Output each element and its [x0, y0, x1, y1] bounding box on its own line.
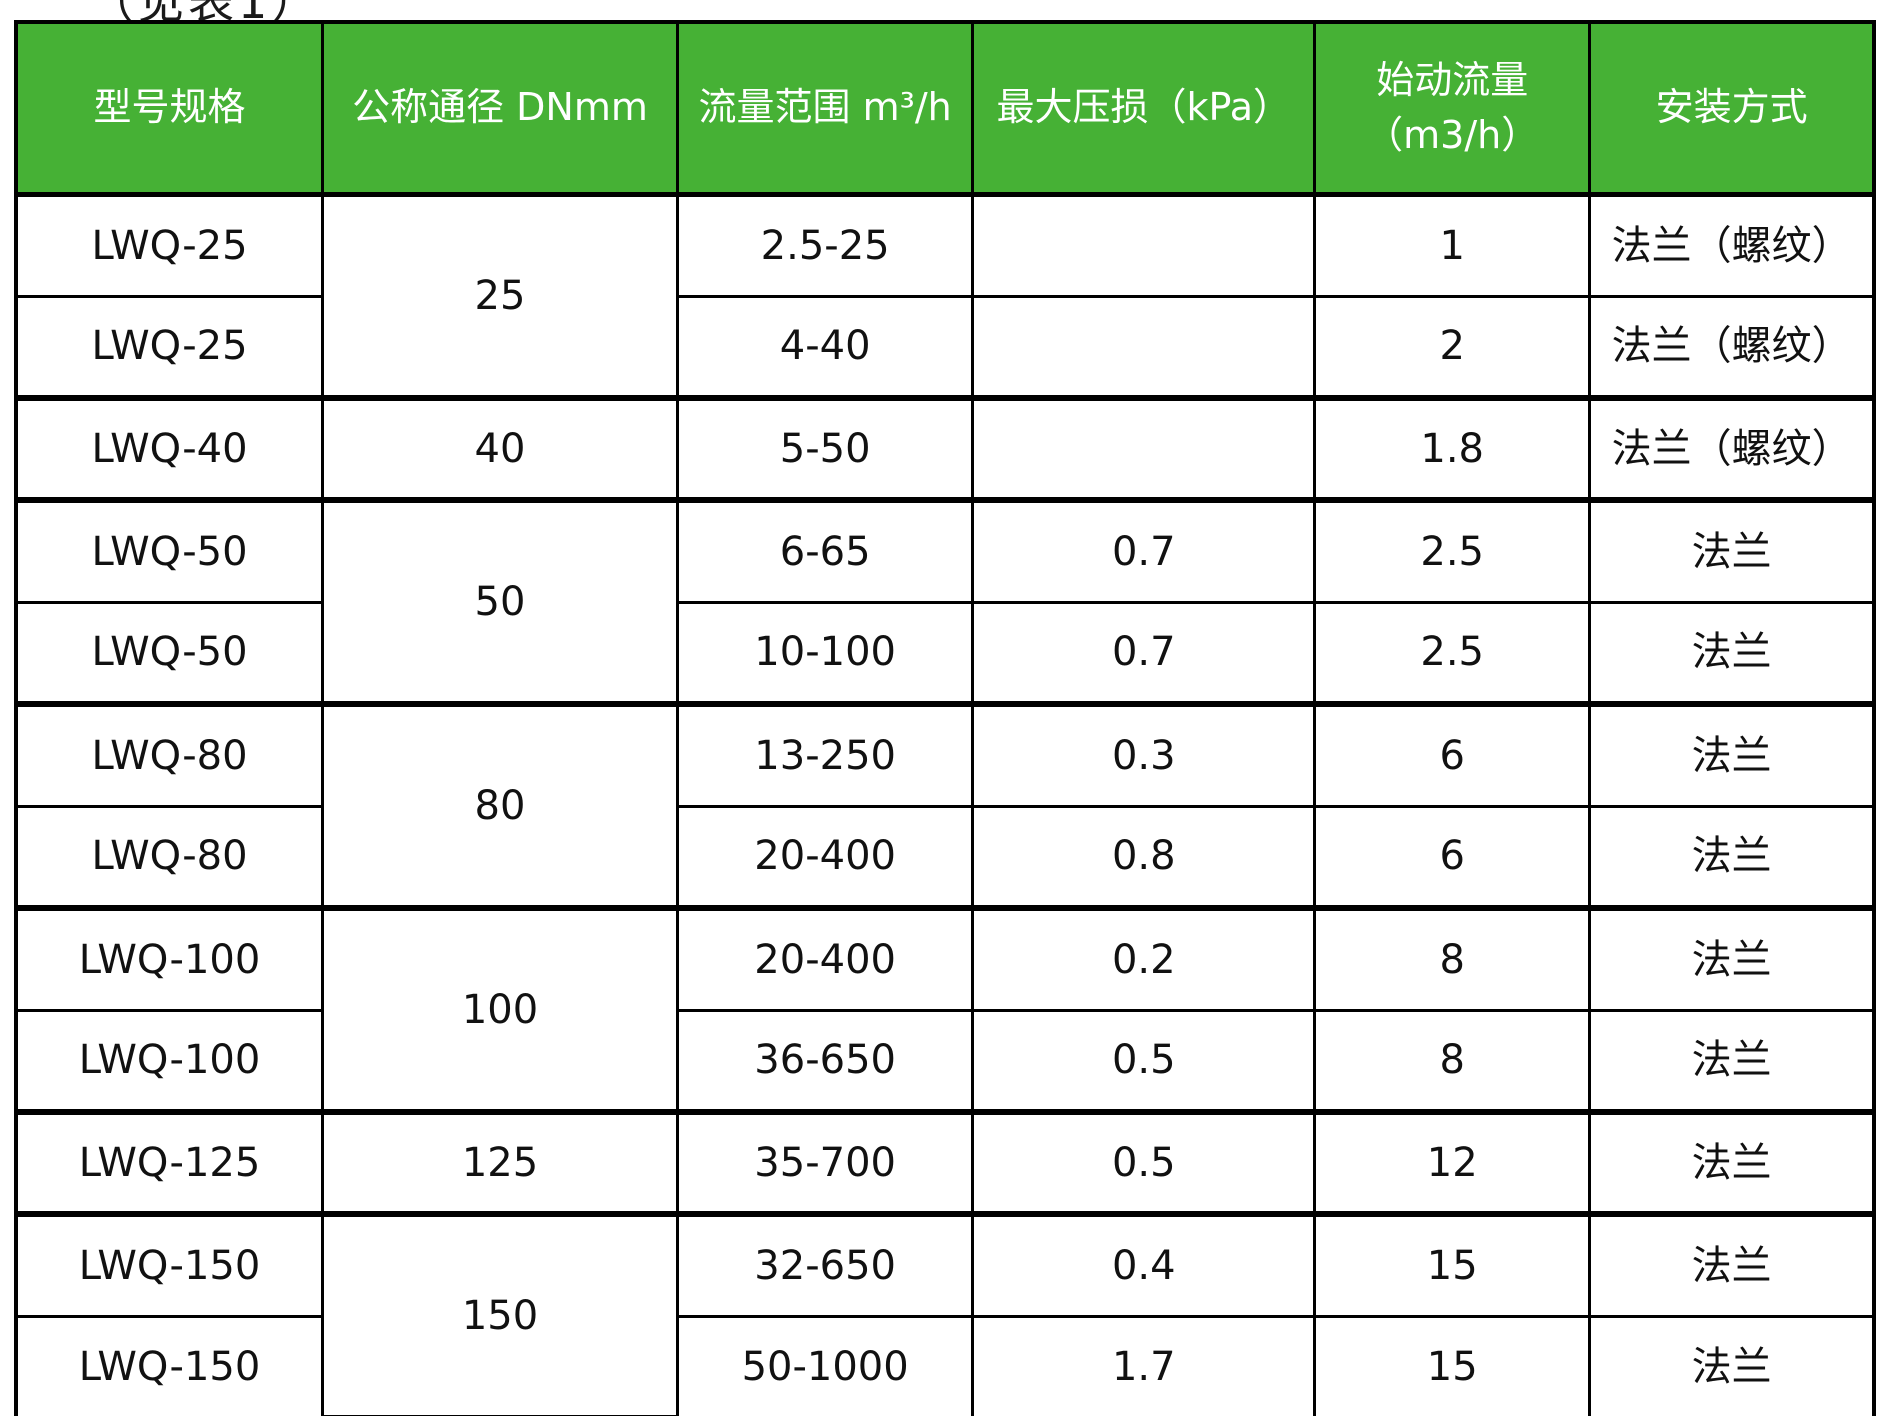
col-header-flow-range: 流量范围 m³/h [675, 20, 975, 197]
cell-pressure-loss: 0.7 [971, 498, 1317, 604]
cell-dn: 80 [321, 702, 679, 911]
cell-flow-range: 32-650 [675, 1212, 975, 1318]
cell-flow-range: 20-400 [675, 804, 975, 911]
cell-install: 法兰 [1588, 1110, 1876, 1217]
cell-starting-flow: 15 [1313, 1212, 1592, 1318]
starting-flow-line2: （m3/h） [1365, 112, 1540, 157]
cell-install: 法兰（螺纹） [1588, 396, 1876, 503]
cell-flow-range: 36-650 [675, 1008, 975, 1115]
cell-install: 法兰 [1588, 1212, 1876, 1318]
cell-model: LWQ-150 [14, 1314, 325, 1416]
cell-model: LWQ-50 [14, 498, 325, 604]
cell-install: 法兰 [1588, 906, 1876, 1012]
cell-model: LWQ-125 [14, 1110, 325, 1217]
cell-flow-range: 10-100 [675, 600, 975, 707]
cell-model: LWQ-100 [14, 1008, 325, 1115]
cell-flow-range: 5-50 [675, 396, 975, 503]
table-row: LWQ-50 10-100 0.7 2.5 法兰 [14, 600, 1876, 707]
cell-model: LWQ-40 [14, 396, 325, 503]
cell-starting-flow: 15 [1313, 1314, 1592, 1416]
table-row: LWQ-40 40 5-50 1.8 法兰（螺纹） [14, 396, 1876, 503]
header-row: 型号规格 公称通径 DNmm 流量范围 m³/h 最大压损（kPa） 始动流量 … [14, 20, 1876, 197]
cell-pressure-loss [971, 192, 1317, 298]
cell-install: 法兰 [1588, 1008, 1876, 1115]
col-header-pressure-loss: 最大压损（kPa） [971, 20, 1317, 197]
table-row: LWQ-150 50-1000 1.7 15 法兰 [14, 1314, 1876, 1416]
cell-flow-range: 35-700 [675, 1110, 975, 1217]
cell-pressure-loss: 0.8 [971, 804, 1317, 911]
col-header-dn: 公称通径 DNmm [321, 20, 679, 197]
cell-starting-flow: 6 [1313, 804, 1592, 911]
cell-starting-flow: 6 [1313, 702, 1592, 808]
table-row: LWQ-100 100 20-400 0.2 8 法兰 [14, 906, 1876, 1115]
cell-starting-flow: 8 [1313, 1008, 1592, 1115]
cell-dn: 100 [321, 906, 679, 1115]
cell-pressure-loss: 0.4 [971, 1212, 1317, 1318]
cell-install: 法兰 [1588, 804, 1876, 911]
cell-starting-flow: 12 [1313, 1110, 1592, 1217]
cell-pressure-loss: 0.5 [971, 1008, 1317, 1115]
cell-pressure-loss [971, 294, 1317, 401]
cell-starting-flow: 8 [1313, 906, 1592, 1012]
cell-model: LWQ-25 [14, 192, 325, 298]
table-row: LWQ-80 80 13-250 0.3 6 法兰 [14, 702, 1876, 911]
cell-model: LWQ-25 [14, 294, 325, 401]
cell-install: 法兰（螺纹） [1588, 192, 1876, 298]
cell-model: LWQ-150 [14, 1212, 325, 1318]
cell-install: 法兰（螺纹） [1588, 294, 1876, 401]
cell-pressure-loss: 0.7 [971, 600, 1317, 707]
table-row: LWQ-100 36-650 0.5 8 法兰 [14, 1008, 1876, 1115]
cell-dn: 40 [321, 396, 679, 503]
cell-flow-range: 13-250 [675, 702, 975, 808]
cell-pressure-loss [971, 396, 1317, 503]
col-header-model: 型号规格 [14, 20, 325, 197]
cell-dn: 50 [321, 498, 679, 707]
cell-flow-range: 50-1000 [675, 1314, 975, 1416]
starting-flow-line1: 始动流量 [1376, 57, 1529, 102]
table-row: LWQ-150 150 32-650 0.4 15 法兰 [14, 1212, 1876, 1416]
cell-flow-range: 2.5-25 [675, 192, 975, 298]
cell-pressure-loss: 1.7 [971, 1314, 1317, 1416]
cell-model: LWQ-100 [14, 906, 325, 1012]
cell-starting-flow: 1 [1313, 192, 1592, 298]
table-row: LWQ-25 25 2.5-25 1 法兰（螺纹） [14, 192, 1876, 401]
cell-flow-range: 20-400 [675, 906, 975, 1012]
flowmeter-spec-table: 型号规格 公称通径 DNmm 流量范围 m³/h 最大压损（kPa） 始动流量 … [14, 20, 1876, 1416]
cell-starting-flow: 1.8 [1313, 396, 1592, 503]
cell-flow-range: 6-65 [675, 498, 975, 604]
cell-pressure-loss: 0.5 [971, 1110, 1317, 1217]
cell-dn: 125 [321, 1110, 679, 1217]
col-header-starting-flow: 始动流量 （m3/h） [1313, 20, 1592, 197]
table-row: LWQ-125 125 35-700 0.5 12 法兰 [14, 1110, 1876, 1217]
cell-starting-flow: 2 [1313, 294, 1592, 401]
cell-model: LWQ-80 [14, 702, 325, 808]
cell-model: LWQ-80 [14, 804, 325, 911]
cell-install: 法兰 [1588, 702, 1876, 808]
cell-model: LWQ-50 [14, 600, 325, 707]
cell-flow-range: 4-40 [675, 294, 975, 401]
cell-starting-flow: 2.5 [1313, 498, 1592, 604]
col-header-install: 安装方式 [1588, 20, 1876, 197]
cell-install: 法兰 [1588, 1314, 1876, 1416]
table-row: LWQ-50 50 6-65 0.7 2.5 法兰 [14, 498, 1876, 707]
table-row: LWQ-25 4-40 2 法兰（螺纹） [14, 294, 1876, 401]
cell-install: 法兰 [1588, 498, 1876, 604]
cell-dn: 150 [321, 1212, 679, 1416]
cell-dn: 25 [321, 192, 679, 401]
cell-install: 法兰 [1588, 600, 1876, 707]
cell-pressure-loss: 0.3 [971, 702, 1317, 808]
cell-pressure-loss: 0.2 [971, 906, 1317, 1012]
cell-starting-flow: 2.5 [1313, 600, 1592, 707]
table-row: LWQ-80 20-400 0.8 6 法兰 [14, 804, 1876, 911]
